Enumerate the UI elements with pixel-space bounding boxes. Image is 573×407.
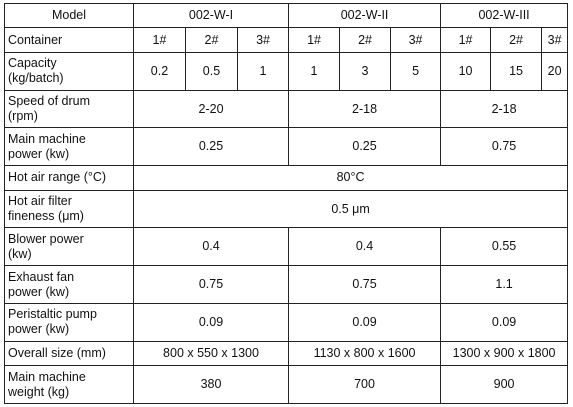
table-cell: 0.75 — [440, 127, 569, 167]
table-row: Hot air filter fineness (μm) 0.5 μm — [4, 189, 569, 229]
table-cell: 3 — [339, 51, 392, 91]
table-cell: 1# — [288, 27, 341, 53]
row-label-main-power: Main machine power (kw) — [4, 127, 134, 167]
table-cell: 2-20 — [132, 89, 290, 129]
table-cell: 0.5 μm — [132, 189, 569, 229]
table-cell: 0.5 — [185, 51, 238, 91]
table-cell: 0.09 — [440, 302, 569, 342]
table-cell: 3# — [541, 27, 569, 53]
table-cell: 0.4 — [288, 227, 442, 267]
table-row: Exhaust fan power (kw) 0.75 0.75 1.1 — [4, 265, 569, 304]
table-cell: 0.09 — [132, 302, 290, 342]
row-label-size: Overall size (mm) — [4, 340, 134, 367]
row-label-weight: Main machine weight (kg) — [4, 365, 134, 404]
table-row: Blower power (kw) 0.4 0.4 0.55 — [4, 227, 569, 267]
table-cell: 0.75 — [288, 265, 442, 304]
table-row: Peristaltic pump power (kw) 0.09 0.09 0.0… — [4, 302, 569, 342]
table-cell: 3# — [236, 27, 290, 53]
row-label-exhaust: Exhaust fan power (kw) — [4, 265, 134, 304]
table-cell: 900 — [440, 365, 569, 404]
table-cell: 2-18 — [288, 89, 442, 129]
table-cell: 10 — [440, 51, 492, 91]
row-label-capacity: Capacity (kg/batch) — [4, 51, 134, 91]
row-label-container: Container — [4, 27, 134, 53]
table-row: Hot air range (°C) 80°C — [4, 165, 569, 191]
table-cell: 80°C — [132, 165, 569, 191]
table-cell: 2-18 — [440, 89, 569, 129]
table-cell: 2# — [185, 27, 238, 53]
table-row: Capacity (kg/batch) 0.2 0.5 1 1 3 5 10 15… — [4, 51, 569, 91]
table-cell: 800 x 550 x 1300 — [132, 340, 290, 367]
table-cell: 5 — [390, 51, 442, 91]
table-cell: 0.75 — [132, 265, 290, 304]
table-cell: 0.2 — [133, 51, 186, 91]
spec-table: Model 002-W-I 002-W-II 002-W-III Contain… — [4, 2, 569, 404]
table-cell: 0.55 — [440, 227, 569, 267]
table-row: Overall size (mm) 800 x 550 x 1300 1130 … — [4, 340, 569, 367]
table-cell: 0.25 — [288, 127, 442, 167]
table-cell: 1 — [288, 51, 341, 91]
table-row: Main machine weight (kg) 380 700 900 — [4, 365, 569, 404]
table-cell: 0.09 — [288, 302, 442, 342]
model-header: 002-W-III — [440, 2, 569, 29]
table-cell: 380 — [132, 365, 290, 404]
row-label-hot-air: Hot air range (°C) — [4, 165, 134, 191]
row-label-pump: Peristaltic pump power (kw) — [4, 302, 134, 342]
table-cell: 2# — [490, 27, 543, 53]
table-cell: 1 — [236, 51, 290, 91]
row-label-model: Model — [4, 2, 134, 29]
model-header: 002-W-II — [288, 2, 442, 29]
table-cell: 700 — [288, 365, 442, 404]
table-cell: 1# — [440, 27, 492, 53]
table-cell: 0.4 — [132, 227, 290, 267]
table-cell: 0.25 — [132, 127, 290, 167]
table-row: Container 1# 2# 3# 1# 2# 3# 1# 2# 3# — [4, 27, 569, 53]
table-row: Main machine power (kw) 0.25 0.25 0.75 — [4, 127, 569, 167]
table-cell: 1130 x 800 x 1600 — [288, 340, 442, 367]
table-cell: 20 — [541, 51, 569, 91]
table-row: Speed of drum (rpm) 2-20 2-18 2-18 — [4, 89, 569, 129]
row-label-speed: Speed of drum (rpm) — [4, 89, 134, 129]
table-row: Model 002-W-I 002-W-II 002-W-III — [4, 2, 569, 29]
table-cell: 1.1 — [440, 265, 569, 304]
table-cell: 3# — [390, 27, 442, 53]
table-cell: 1# — [133, 27, 186, 53]
table-cell: 2# — [339, 27, 392, 53]
table-cell: 1300 x 900 x 1800 — [440, 340, 569, 367]
row-label-filter: Hot air filter fineness (μm) — [4, 189, 134, 229]
row-label-blower: Blower power (kw) — [4, 227, 134, 267]
model-header: 002-W-I — [132, 2, 290, 29]
table-cell: 15 — [490, 51, 543, 91]
